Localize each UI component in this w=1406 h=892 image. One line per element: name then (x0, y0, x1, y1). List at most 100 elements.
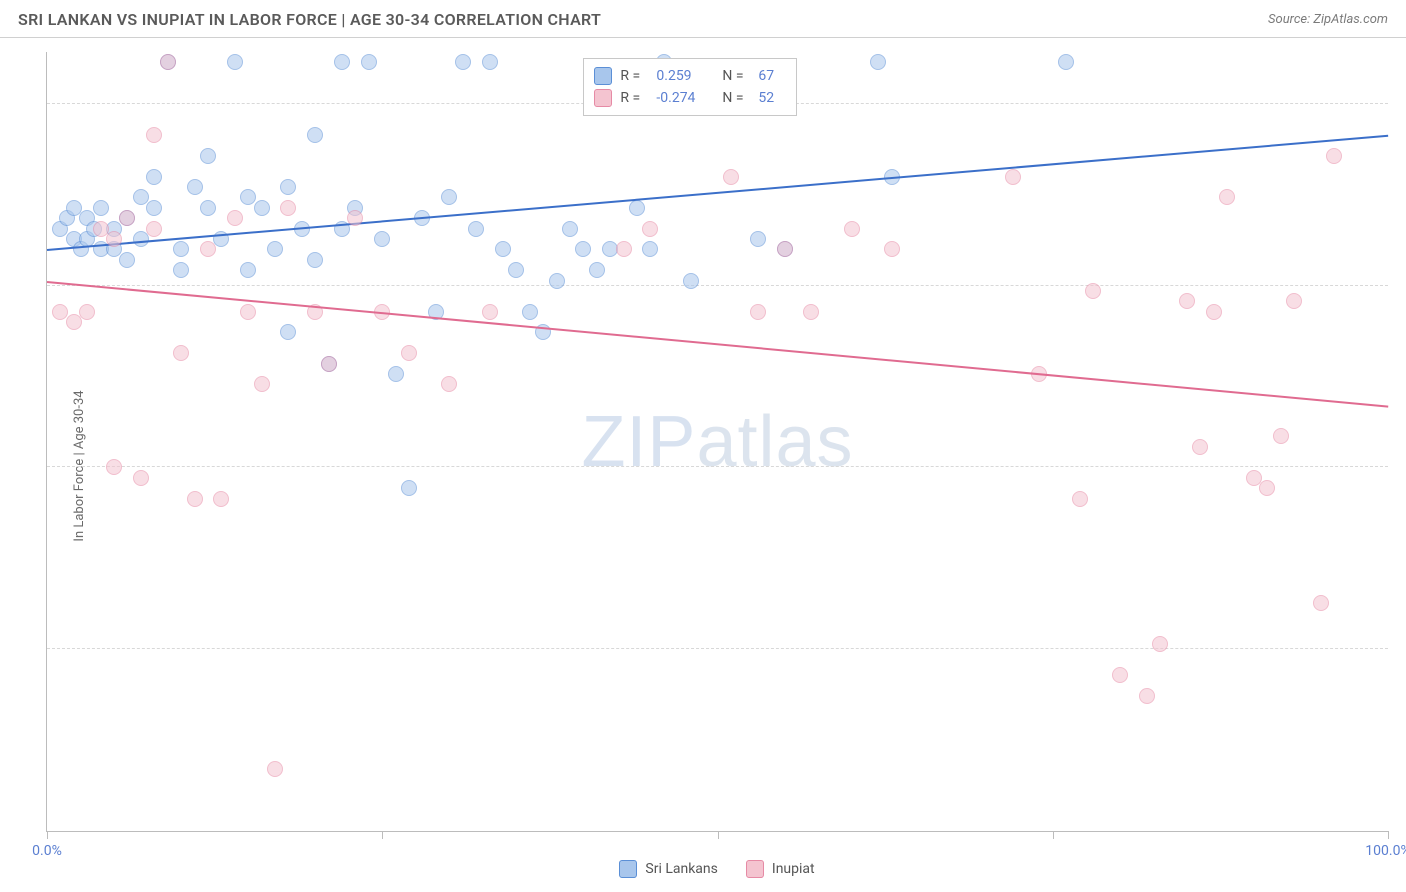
data-point (173, 262, 189, 278)
data-point (750, 231, 766, 247)
legend-swatch (594, 89, 612, 107)
r-label: R = (620, 90, 648, 106)
legend-item: Inupiat (746, 860, 815, 878)
data-point (844, 221, 860, 237)
data-point (66, 314, 82, 330)
x-tick (382, 831, 383, 839)
data-point (347, 210, 363, 226)
data-point (589, 262, 605, 278)
data-point (79, 304, 95, 320)
data-point (495, 241, 511, 257)
watermark: ZIPatlas (581, 401, 853, 483)
data-point (1273, 428, 1289, 444)
data-point (267, 761, 283, 777)
data-point (683, 273, 699, 289)
data-point (160, 54, 176, 70)
x-tick (1053, 831, 1054, 839)
data-point (508, 262, 524, 278)
data-point (240, 262, 256, 278)
data-point (334, 54, 350, 70)
y-tick-label: 47.5% (1396, 625, 1406, 641)
legend-label: Sri Lankans (645, 861, 718, 877)
legend-item: Sri Lankans (619, 860, 718, 878)
data-point (1206, 304, 1222, 320)
data-point (642, 241, 658, 257)
data-point (723, 169, 739, 185)
data-point (455, 54, 471, 70)
data-point (401, 345, 417, 361)
data-point (482, 54, 498, 70)
data-point (1005, 169, 1021, 185)
data-point (146, 200, 162, 216)
data-point (468, 221, 484, 237)
data-point (575, 241, 591, 257)
data-point (750, 304, 766, 320)
data-point (280, 179, 296, 195)
data-point (1259, 480, 1275, 496)
data-point (1286, 293, 1302, 309)
data-point (187, 179, 203, 195)
x-tick (718, 831, 719, 839)
x-tick (1388, 831, 1389, 839)
y-tick-label: 65.0% (1396, 443, 1406, 459)
data-point (522, 304, 538, 320)
legend-swatch (619, 860, 637, 878)
r-value: 0.259 (656, 68, 714, 84)
data-point (884, 241, 900, 257)
legend-bottom: Sri Lankans Inupiat (46, 860, 1388, 878)
r-label: R = (620, 68, 648, 84)
data-point (187, 491, 203, 507)
data-point (280, 200, 296, 216)
correlation-legend: R = 0.259 N = 67 R =-0.274N =52 (583, 58, 797, 116)
data-point (93, 200, 109, 216)
data-point (200, 200, 216, 216)
y-tick-label: 82.5% (1396, 262, 1406, 278)
legend-row: R =-0.274N =52 (594, 87, 786, 109)
data-point (642, 221, 658, 237)
data-point (106, 231, 122, 247)
data-point (1192, 439, 1208, 455)
data-point (240, 304, 256, 320)
data-point (1152, 636, 1168, 652)
data-point (401, 480, 417, 496)
data-point (1085, 283, 1101, 299)
data-point (254, 200, 270, 216)
data-point (321, 356, 337, 372)
data-point (1058, 54, 1074, 70)
data-point (1112, 667, 1128, 683)
x-tick (47, 831, 48, 839)
watermark-bold: ZIP (581, 402, 696, 482)
data-point (200, 148, 216, 164)
gridline (47, 648, 1388, 649)
data-point (133, 470, 149, 486)
data-point (482, 304, 498, 320)
x-tick-label: 100.0% (1365, 843, 1406, 859)
data-point (227, 210, 243, 226)
data-point (307, 127, 323, 143)
data-point (267, 241, 283, 257)
x-tick-label: 0.0% (32, 843, 62, 859)
y-tick-label: 100.0% (1396, 80, 1406, 96)
data-point (280, 324, 296, 340)
data-point (441, 376, 457, 392)
data-point (803, 304, 819, 320)
data-point (213, 491, 229, 507)
plot-region: ZIPatlas 47.5%65.0%82.5%100.0%0.0%100.0%… (46, 52, 1388, 832)
data-point (133, 231, 149, 247)
data-point (1313, 595, 1329, 611)
data-point (777, 241, 793, 257)
legend-row: R = 0.259 N = 67 (594, 65, 786, 87)
data-point (629, 200, 645, 216)
data-point (119, 210, 135, 226)
gridline (47, 466, 1388, 467)
data-point (173, 345, 189, 361)
data-point (200, 241, 216, 257)
data-point (361, 54, 377, 70)
data-point (146, 221, 162, 237)
data-point (146, 169, 162, 185)
source-label: Source: ZipAtlas.com (1268, 12, 1388, 27)
n-value: 67 (758, 68, 786, 84)
data-point (146, 127, 162, 143)
n-label: N = (722, 68, 750, 84)
data-point (1219, 189, 1235, 205)
